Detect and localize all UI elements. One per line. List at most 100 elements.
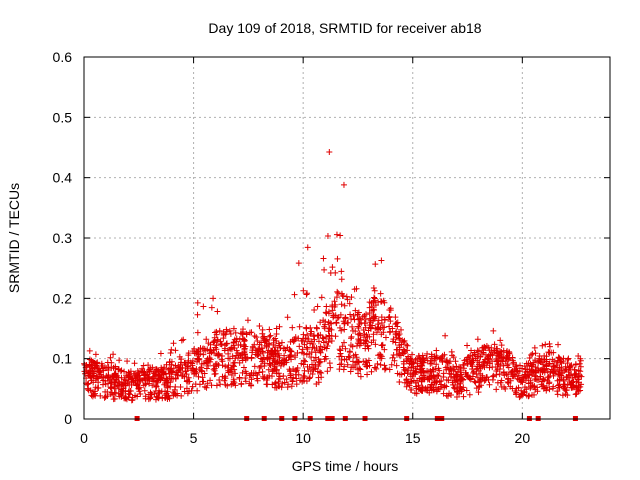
data-point xyxy=(434,372,441,379)
data-point xyxy=(283,357,290,364)
data-point xyxy=(403,356,410,363)
data-point xyxy=(263,342,270,349)
data-point xyxy=(210,339,217,346)
data-point xyxy=(326,149,333,156)
data-point xyxy=(375,317,382,324)
data-point xyxy=(265,366,272,373)
data-point xyxy=(524,368,531,375)
data-point xyxy=(105,374,112,381)
data-point xyxy=(203,336,210,343)
data-point xyxy=(378,319,385,326)
data-point xyxy=(347,342,354,349)
data-point xyxy=(257,355,264,362)
data-point xyxy=(361,330,368,337)
data-point xyxy=(116,393,123,400)
data-point xyxy=(575,367,582,374)
data-point xyxy=(416,366,423,373)
data-point xyxy=(371,307,378,314)
data-point xyxy=(378,355,385,362)
data-point xyxy=(408,364,415,371)
data-point xyxy=(224,364,231,371)
data-point xyxy=(356,365,363,372)
data-point xyxy=(464,360,471,367)
data-point xyxy=(346,300,353,307)
data-point xyxy=(259,348,266,355)
data-point xyxy=(563,387,570,394)
data-point xyxy=(266,326,273,333)
data-point xyxy=(474,365,481,372)
data-point xyxy=(497,362,504,369)
data-point xyxy=(347,311,354,318)
data-point xyxy=(419,362,426,369)
data-point xyxy=(332,301,339,308)
data-point xyxy=(535,376,542,383)
data-point xyxy=(395,350,402,357)
data-point xyxy=(372,325,379,332)
data-point xyxy=(343,293,350,300)
data-point xyxy=(490,372,497,379)
data-point xyxy=(328,338,335,345)
data-point xyxy=(394,319,401,326)
data-point xyxy=(134,393,141,400)
data-point xyxy=(151,368,158,375)
data-point xyxy=(363,311,370,318)
data-point xyxy=(314,325,321,332)
data-point xyxy=(578,373,585,380)
data-point xyxy=(451,366,458,373)
data-point xyxy=(311,357,318,364)
data-point xyxy=(541,385,548,392)
data-point xyxy=(152,396,159,403)
data-point xyxy=(251,363,258,370)
data-point xyxy=(476,378,483,385)
data-point xyxy=(528,362,535,369)
data-point xyxy=(231,344,238,351)
data-point xyxy=(200,378,207,385)
data-point xyxy=(460,393,467,400)
data-point xyxy=(167,365,174,372)
data-point xyxy=(86,347,93,354)
data-point xyxy=(418,386,425,393)
data-point xyxy=(261,337,268,344)
data-point xyxy=(370,331,377,338)
data-point xyxy=(390,351,397,358)
data-point xyxy=(344,361,351,368)
data-point xyxy=(161,364,168,371)
data-point xyxy=(243,370,250,377)
data-point xyxy=(141,387,148,394)
data-point xyxy=(170,375,177,382)
data-point xyxy=(340,181,347,188)
data-point xyxy=(251,333,258,340)
data-point xyxy=(506,350,513,357)
data-point xyxy=(428,387,435,394)
data-point xyxy=(326,325,333,332)
data-point xyxy=(449,352,456,359)
data-point xyxy=(156,389,163,396)
data-point xyxy=(291,291,298,298)
data-point xyxy=(493,371,500,378)
data-point xyxy=(472,379,479,386)
data-point xyxy=(556,384,563,391)
data-point xyxy=(304,332,311,339)
data-point xyxy=(490,327,497,334)
data-point xyxy=(561,367,568,374)
data-point xyxy=(428,355,435,362)
data-point xyxy=(332,269,339,276)
data-point xyxy=(290,365,297,372)
data-point xyxy=(327,319,334,326)
data-point xyxy=(338,327,345,334)
data-point xyxy=(478,350,485,357)
data-point xyxy=(372,261,379,268)
data-point xyxy=(450,375,457,382)
data-point xyxy=(367,324,374,331)
data-point xyxy=(112,365,119,372)
data-point xyxy=(370,284,377,291)
data-point xyxy=(396,331,403,338)
data-point xyxy=(327,364,334,371)
data-point xyxy=(218,341,225,348)
data-point xyxy=(248,354,255,361)
data-point xyxy=(207,341,214,348)
data-point xyxy=(228,372,235,379)
data-point xyxy=(354,311,361,318)
data-point xyxy=(513,368,520,375)
data-point xyxy=(454,389,461,396)
